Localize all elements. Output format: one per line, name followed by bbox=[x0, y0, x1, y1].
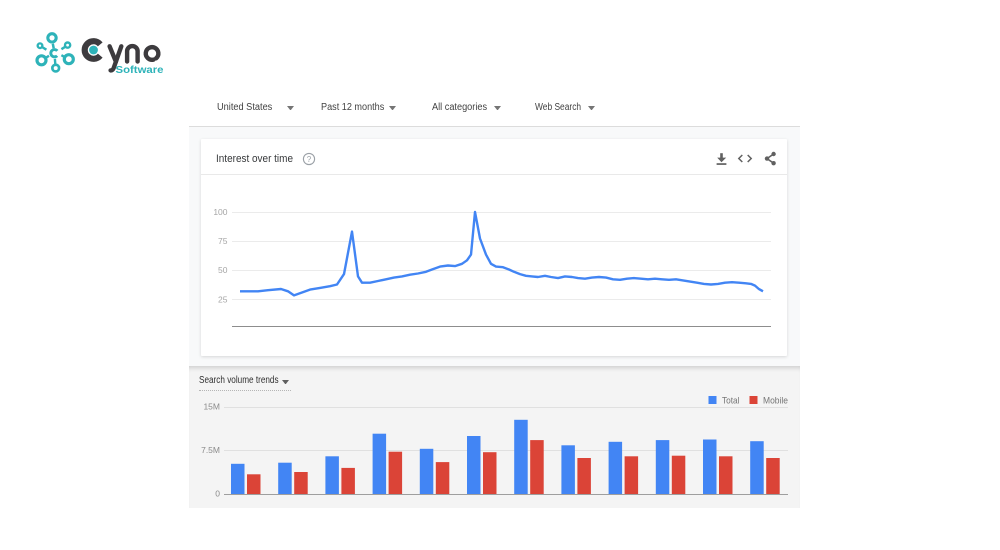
svg-text:50: 50 bbox=[218, 265, 228, 275]
svg-text:Mobile: Mobile bbox=[763, 396, 788, 407]
svg-text:15M: 15M bbox=[203, 402, 220, 412]
svg-text:Software: Software bbox=[116, 64, 164, 76]
svg-text:75: 75 bbox=[218, 236, 228, 246]
svg-text:7.5M: 7.5M bbox=[201, 445, 220, 455]
svg-text:Total: Total bbox=[722, 396, 740, 407]
svg-text:0: 0 bbox=[215, 489, 220, 499]
svg-text:25: 25 bbox=[218, 295, 228, 305]
svg-text:100: 100 bbox=[213, 207, 227, 217]
svg-text:?: ? bbox=[307, 155, 312, 164]
